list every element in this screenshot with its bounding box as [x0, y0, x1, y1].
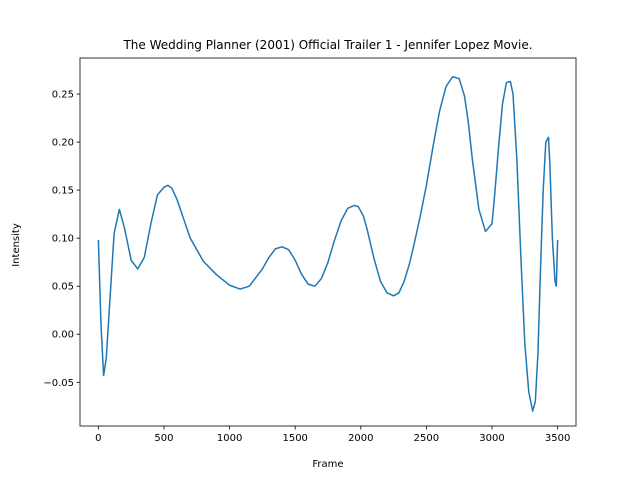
y-tick-label: 0.05 [52, 282, 74, 293]
x-tick-label: 3000 [479, 433, 504, 444]
plot-frame [79, 57, 577, 427]
y-tick-label: −0.05 [43, 378, 74, 389]
x-tick-label: 2000 [348, 433, 373, 444]
y-tick-label: 0.00 [52, 330, 74, 341]
x-axis-label: Frame [312, 459, 343, 470]
y-tick-label: 0.10 [52, 234, 74, 245]
series-line-0 [97, 75, 559, 412]
y-tick-label: 0.20 [52, 138, 74, 149]
y-tick-label: 0.25 [52, 90, 74, 101]
x-tick-label: 1000 [217, 433, 242, 444]
y-axis-label: Intensity [11, 223, 22, 267]
x-tick-label: 1500 [282, 433, 307, 444]
x-tick-label: 500 [154, 433, 173, 444]
y-tick-label: 0.15 [52, 186, 74, 197]
axis-ticks: 0 500 1000 1500 2000 2500 3000 3500 −0.05 0.00 0.0… [43, 90, 570, 444]
chart-title: The Wedding Planner (2001) Official Trai… [122, 38, 532, 52]
plot-area [97, 75, 559, 412]
x-tick-label: 3500 [545, 433, 570, 444]
x-tick-label: 0 [95, 433, 101, 444]
x-tick-label: 2500 [414, 433, 439, 444]
